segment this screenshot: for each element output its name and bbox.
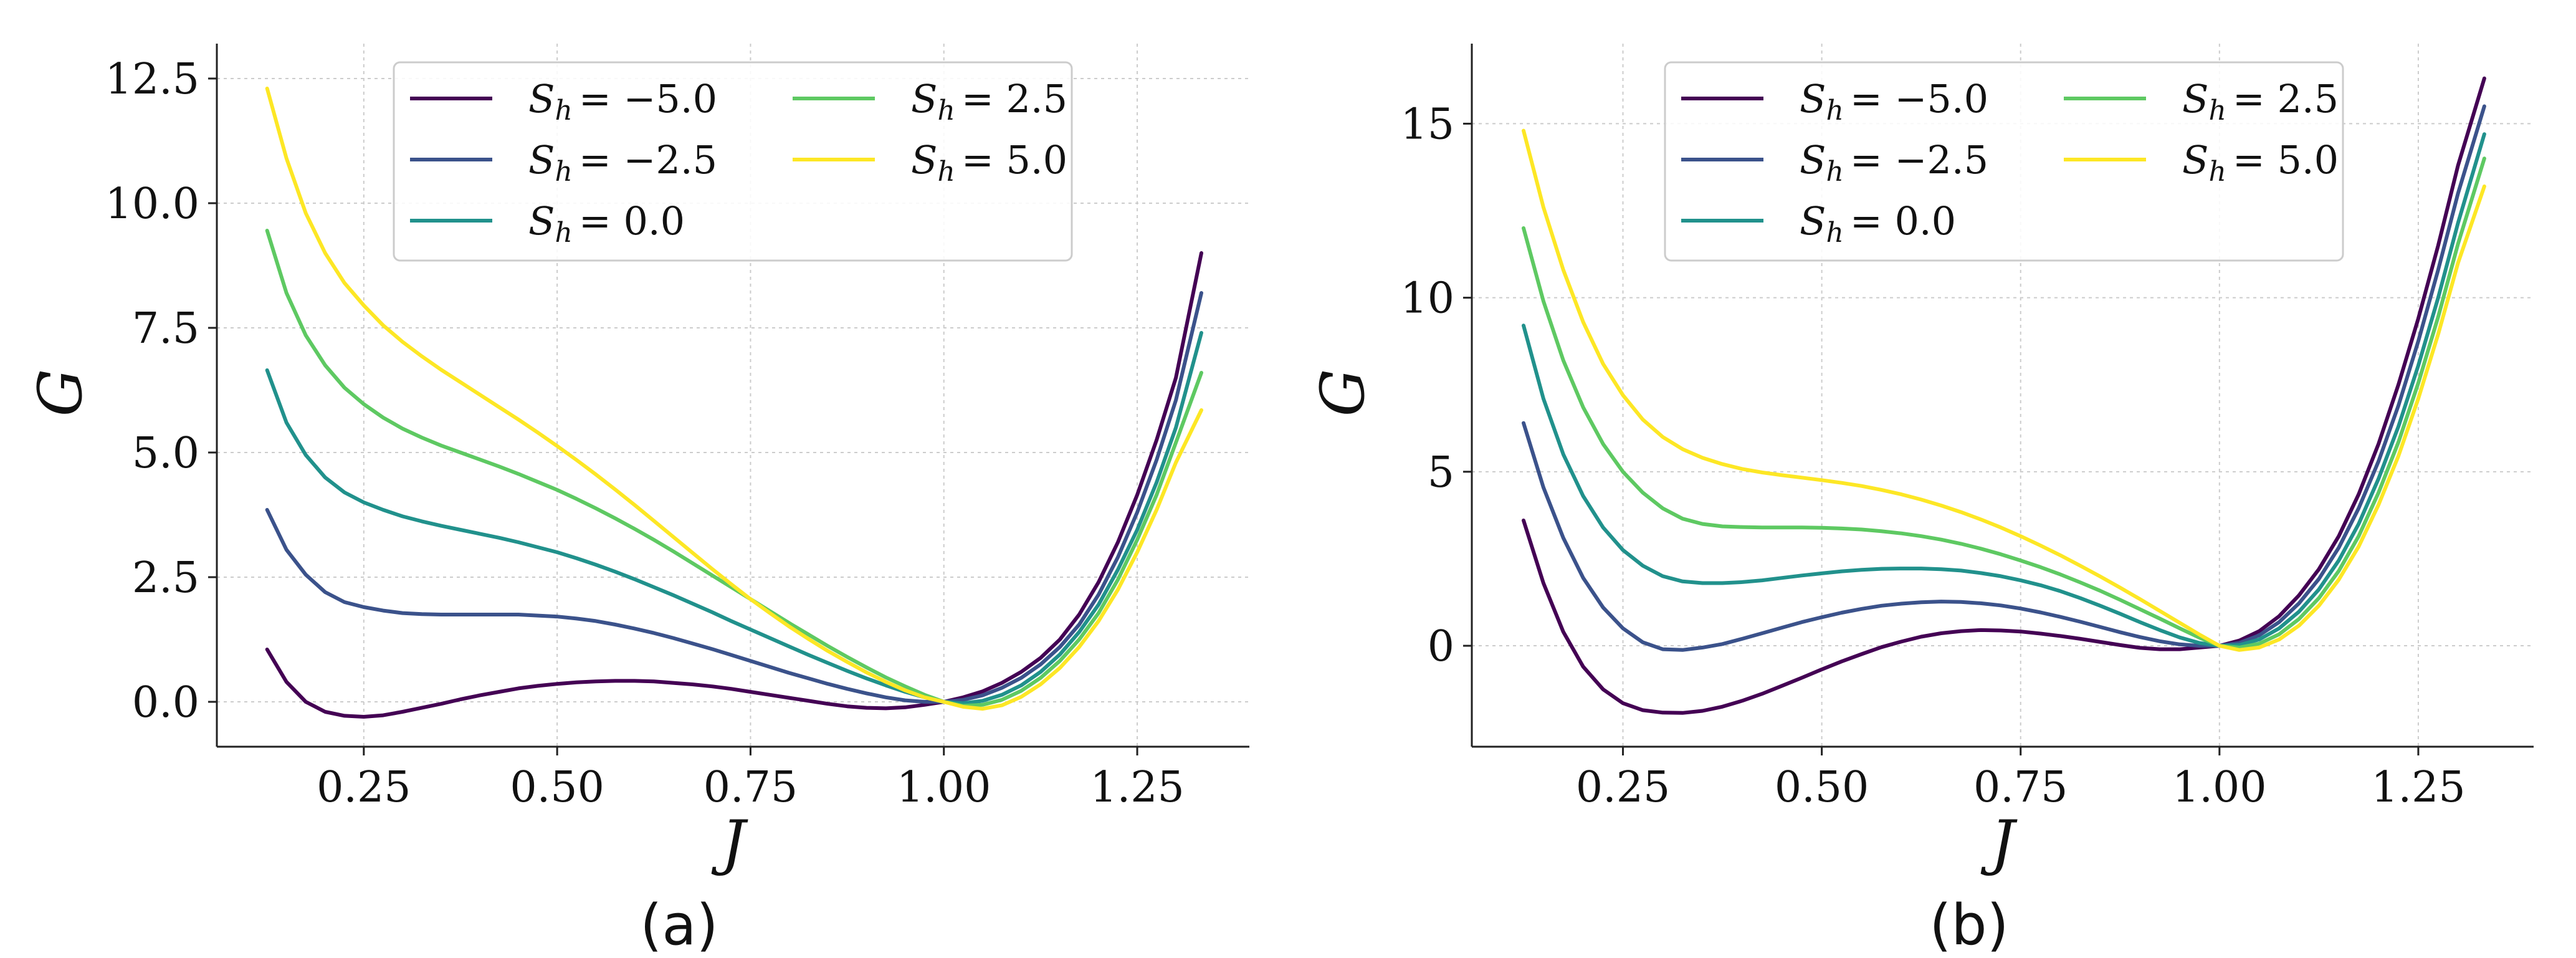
panel-b-legend-label-1: Sh = −2.5 [1800, 137, 1988, 188]
panel-a-series-line-2 [265, 331, 1203, 706]
panel-a-ytick-label-3: 7.5 [132, 304, 199, 353]
panel-a-legend-label-4: Sh = 5.0 [911, 137, 1067, 188]
panel-a-xtick-label-3: 1.00 [897, 763, 991, 812]
panel-a-lines [265, 87, 1203, 719]
panel-b-yticks: 0 5 10 15 [1400, 100, 1472, 671]
panel-b-ytick-label-2: 10 [1400, 274, 1454, 323]
panel-a-xticks: 0.25 0.50 0.75 1.00 1.25 [317, 747, 1185, 812]
panel-a-series-line-0 [265, 251, 1203, 719]
panel-b-xticks: 0.25 0.50 0.75 1.00 1.25 [1576, 747, 2466, 812]
panel-b-series-line-1 [1522, 104, 2486, 652]
panel-b-series-line-4 [1522, 128, 2486, 652]
panel-a-xtick-label-2: 0.75 [704, 763, 798, 812]
panel-a-xtick-label-4: 1.25 [1090, 763, 1184, 812]
panel-b-series-line-3 [1522, 156, 2486, 649]
panel-a-ytick-label-2: 5.0 [132, 429, 199, 478]
panel-a-caption: (a) [640, 893, 718, 958]
panel-a-series-line-3 [265, 229, 1203, 708]
panel-a-ytick-label-4: 10.0 [105, 180, 199, 229]
panel-b-ytick-label-1: 5 [1428, 448, 1454, 497]
panel-b-xtick-label-3: 1.00 [2172, 763, 2266, 812]
panel-a-xtick-label-1: 0.50 [510, 763, 604, 812]
panel-a-legend-label-3: Sh = 2.5 [911, 76, 1067, 127]
panel-b-series-line-0 [1522, 76, 2486, 715]
panel-b-legend-label-0: Sh = −5.0 [1800, 76, 1988, 127]
panel-a-ytick-label-5: 12.5 [105, 55, 199, 104]
panel-a-xtick-label-0: 0.25 [317, 763, 411, 812]
panel-a-ytick-label-0: 0.0 [132, 678, 199, 727]
panel-a-legend-label-2: Sh = 0.0 [528, 198, 685, 249]
panel-b-xtick-label-2: 0.75 [1973, 763, 2068, 812]
panel-a: 0.25 0.50 0.75 1.00 1.25 0.0 2.5 5.0 7.5 10.0 12.… [26, 44, 1249, 958]
panel-a-legend-label-0: Sh = −5.0 [528, 76, 717, 127]
panel-b-legend-box [1664, 61, 2344, 262]
panel-b-legend: Sh = −5.0 Sh = −2.5 Sh = 0.0 Sh = 2.5 Sh = 5.0 [1664, 61, 2344, 262]
panel-a-series-line-4 [265, 87, 1203, 711]
panel-a-axes [216, 44, 1249, 748]
panel-b-ytick-label-0: 0 [1428, 622, 1454, 671]
panel-b-axes [1471, 44, 2534, 748]
panel-a-ytick-label-1: 2.5 [132, 553, 199, 603]
panel-b-caption: (b) [1929, 893, 2008, 958]
panel-b-legend-label-2: Sh = 0.0 [1800, 198, 1956, 249]
panel-b-xtick-label-4: 1.25 [2371, 763, 2465, 812]
panel-b-legend-label-3: Sh = 2.5 [2182, 76, 2339, 127]
panel-a-legend-label-1: Sh = −2.5 [528, 137, 717, 188]
panel-a-legend: Sh = −5.0 Sh = −2.5 Sh = 0.0 Sh = 2.5 Sh = 5.0 [393, 61, 1073, 262]
panel-b-ytick-label-3: 15 [1400, 100, 1454, 149]
panel-b-legend-label-4: Sh = 5.0 [2182, 137, 2339, 188]
panel-b-ylabel: G [1308, 369, 1378, 417]
panel-a-ylabel: G [26, 369, 95, 417]
panel-b-xtick-label-1: 0.50 [1775, 763, 1869, 812]
panel-a-yticks: 0.0 2.5 5.0 7.5 10.0 12.5 [105, 55, 217, 727]
panel-b-series-line-2 [1522, 132, 2486, 648]
panel-b-xtick-label-0: 0.25 [1576, 763, 1670, 812]
panel-a-series-line-1 [265, 291, 1203, 704]
panel-b-lines [1522, 76, 2486, 715]
panel-a-legend-box [393, 61, 1073, 262]
